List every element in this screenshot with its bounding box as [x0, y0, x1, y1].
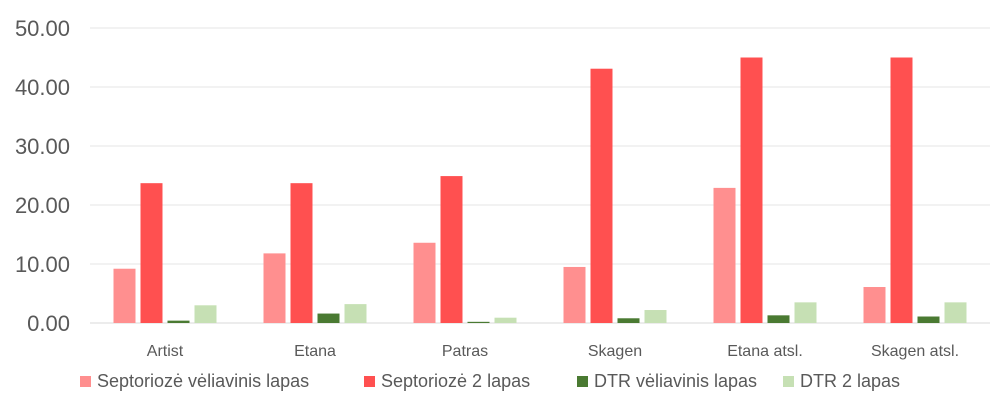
bar — [290, 183, 313, 323]
bar — [494, 317, 517, 323]
bar — [440, 176, 463, 323]
x-tick-label: Skagen atsl. — [871, 343, 959, 360]
bar — [413, 242, 436, 323]
bar — [740, 57, 763, 323]
x-tick-label: Artist — [147, 343, 184, 360]
legend-label: Septoriozė vėliavinis lapas — [97, 371, 309, 391]
bar — [563, 266, 586, 323]
legend-label: Septoriozė 2 lapas — [381, 371, 530, 391]
legend-swatch — [783, 376, 794, 387]
y-tick-label: 50.00 — [15, 16, 70, 41]
bar — [140, 183, 163, 323]
x-tick-label: Etana atsl. — [727, 343, 803, 360]
bar — [890, 57, 913, 323]
bar — [944, 302, 967, 323]
legend-label: DTR vėliavinis lapas — [594, 371, 757, 391]
legend: Septoriozė vėliavinis lapas Septoriozė 2 … — [80, 371, 900, 391]
legend-label: DTR 2 lapas — [800, 371, 900, 391]
bar — [317, 313, 340, 323]
bar — [194, 305, 217, 323]
y-tick-label: 20.00 — [15, 193, 70, 218]
legend-swatch — [80, 376, 91, 387]
y-tick-label: 0.00 — [27, 311, 70, 336]
legend-swatch — [364, 376, 375, 387]
bar — [863, 287, 886, 323]
bar — [167, 320, 190, 323]
legend-swatch — [577, 376, 588, 387]
bar — [767, 315, 790, 323]
bar — [344, 304, 367, 323]
y-tick-label: 30.00 — [15, 134, 70, 159]
bar — [644, 310, 667, 323]
bar — [617, 318, 640, 323]
x-tick-label: Etana — [294, 343, 336, 360]
bar — [713, 187, 736, 323]
bar — [917, 316, 940, 323]
x-tick-label: Patras — [442, 343, 488, 360]
y-tick-label: 10.00 — [15, 252, 70, 277]
bars — [113, 57, 967, 324]
gridlines — [90, 27, 990, 324]
bar — [263, 253, 286, 323]
y-axis-ticks: 0.00 10.00 20.00 30.00 40.00 50.00 — [15, 16, 70, 336]
bar — [467, 321, 490, 323]
x-axis-ticks: Artist Etana Patras Skagen Etana atsl. Skagen… — [147, 343, 959, 360]
bar — [590, 68, 613, 324]
y-tick-label: 40.00 — [15, 75, 70, 100]
bar — [794, 302, 817, 323]
x-tick-label: Skagen — [588, 343, 642, 360]
bar — [113, 268, 136, 323]
